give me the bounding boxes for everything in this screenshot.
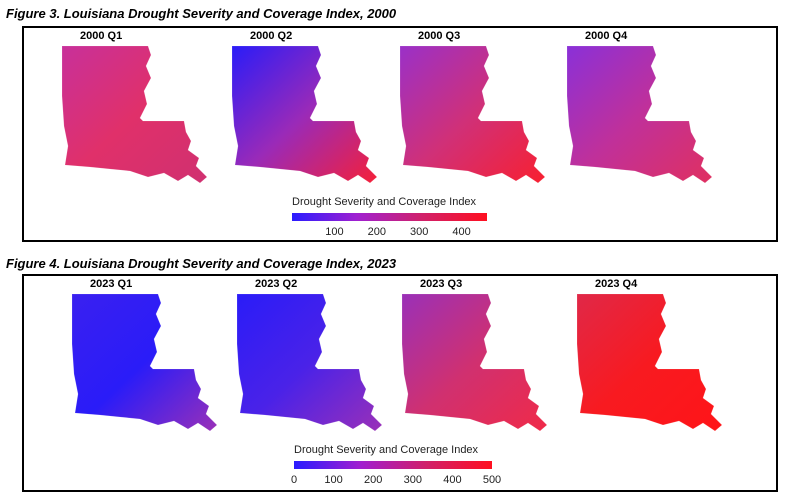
louisiana-shape xyxy=(61,45,208,184)
quarter-label: 2023 Q2 xyxy=(255,278,298,290)
legend-tick: 400 xyxy=(443,474,462,486)
legend-tick: 100 xyxy=(325,226,344,238)
louisiana-shape xyxy=(401,293,548,432)
figure-frame xyxy=(22,26,778,242)
legend-tick: 100 xyxy=(324,474,343,486)
figure-title: Figure 4. Louisiana Drought Severity and… xyxy=(6,256,397,271)
quarter-label: 2000 Q2 xyxy=(250,30,293,42)
legend-tick: 300 xyxy=(403,474,422,486)
legend-tick: 200 xyxy=(364,474,383,486)
legend-tick: 200 xyxy=(367,226,386,238)
legend-tick: 300 xyxy=(409,226,429,238)
louisiana-shape xyxy=(576,293,723,432)
legend-tick: 400 xyxy=(452,226,471,238)
louisiana-map xyxy=(230,45,380,191)
quarter-label: 2000 Q1 xyxy=(80,30,123,42)
figure-title: Figure 3. Louisiana Drought Severity and… xyxy=(6,6,397,21)
legend-title: Drought Severity and Coverage Index xyxy=(294,444,479,456)
louisiana-shape xyxy=(231,45,378,184)
legend-colorbar xyxy=(292,213,487,221)
legend-tick: 0 xyxy=(290,474,298,486)
louisiana-map xyxy=(70,293,220,439)
louisiana-map xyxy=(235,293,385,439)
louisiana-map xyxy=(575,293,725,439)
louisiana-map xyxy=(400,293,550,439)
quarter-label: 2000 Q3 xyxy=(418,30,461,42)
louisiana-shape xyxy=(236,293,383,432)
louisiana-shape xyxy=(71,293,218,432)
legend-title: Drought Severity and Coverage Index xyxy=(292,196,477,208)
figure-frame xyxy=(22,274,778,492)
louisiana-map xyxy=(565,45,715,191)
louisiana-map xyxy=(398,45,548,191)
quarter-label: 2023 Q3 xyxy=(420,278,463,290)
louisiana-shape xyxy=(566,45,713,184)
quarter-label: 2023 Q4 xyxy=(595,278,638,290)
louisiana-shape xyxy=(399,45,546,184)
quarter-label: 2000 Q4 xyxy=(585,30,628,42)
legend-colorbar xyxy=(294,461,492,469)
louisiana-map xyxy=(60,45,210,191)
quarter-label: 2023 Q1 xyxy=(90,278,133,290)
legend-tick: 500 xyxy=(482,474,502,486)
